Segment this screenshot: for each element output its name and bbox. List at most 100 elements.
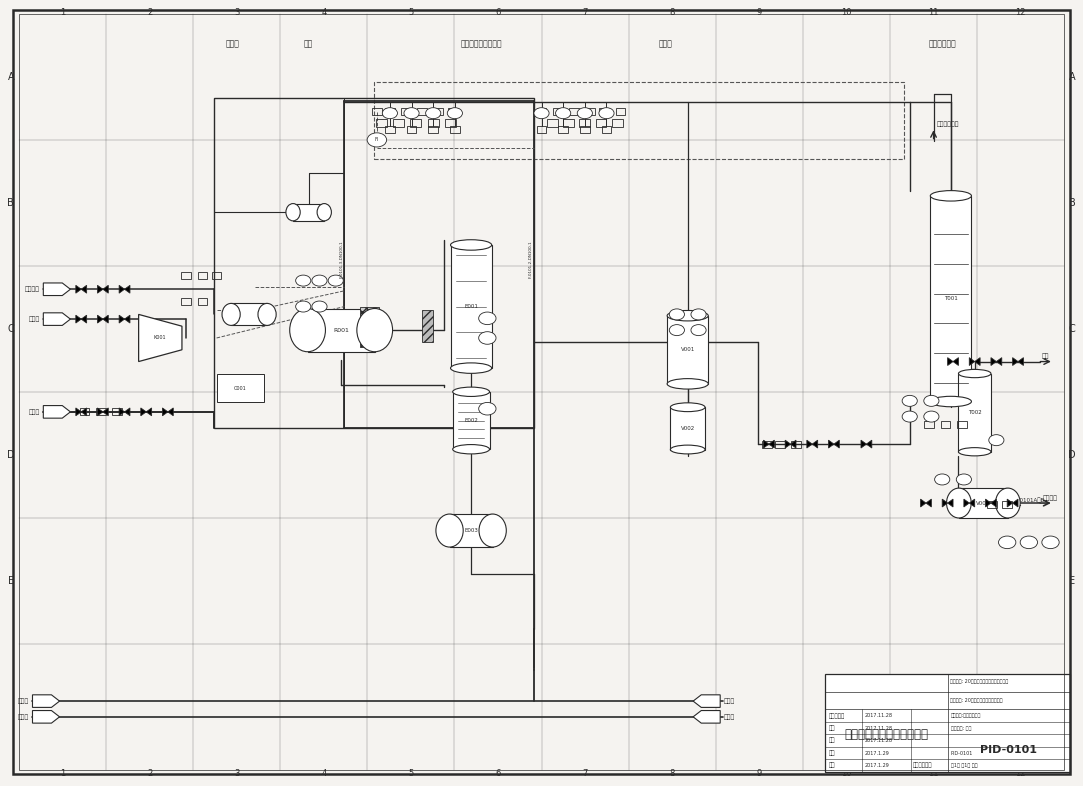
- Text: 2017.11.28: 2017.11.28: [864, 725, 892, 731]
- Circle shape: [312, 301, 327, 312]
- Polygon shape: [43, 406, 70, 418]
- Polygon shape: [76, 285, 81, 293]
- Bar: [401, 108, 412, 115]
- Bar: [958, 373, 991, 452]
- Text: 第1张 共1张 版次: 第1张 共1张 版次: [951, 763, 977, 768]
- Text: B: B: [8, 198, 14, 208]
- Text: 9: 9: [756, 769, 761, 778]
- Circle shape: [556, 108, 571, 119]
- Bar: [586, 108, 596, 115]
- Text: F-0101-2-DN100-1: F-0101-2-DN100-1: [529, 241, 533, 278]
- Text: 产生蒸汽: 产生蒸汽: [25, 286, 40, 292]
- Polygon shape: [975, 358, 980, 365]
- Ellipse shape: [453, 445, 490, 454]
- Text: 设计: 设计: [828, 725, 835, 731]
- Polygon shape: [926, 499, 931, 507]
- Text: V002: V002: [680, 426, 695, 431]
- Polygon shape: [125, 408, 130, 416]
- Text: 校核: 校核: [828, 751, 835, 756]
- Text: V001: V001: [680, 347, 695, 352]
- Bar: [957, 421, 966, 428]
- Text: 9: 9: [756, 8, 761, 17]
- Text: 4: 4: [322, 8, 327, 17]
- Text: 冷却水: 冷却水: [723, 698, 734, 704]
- Bar: [958, 488, 1008, 518]
- Circle shape: [999, 536, 1016, 549]
- Text: 10: 10: [840, 8, 851, 17]
- Polygon shape: [866, 440, 872, 448]
- Ellipse shape: [317, 204, 331, 221]
- Polygon shape: [769, 440, 774, 448]
- Text: 8: 8: [669, 769, 675, 778]
- Bar: [536, 108, 546, 115]
- Bar: [374, 82, 904, 159]
- Text: 3: 3: [234, 8, 239, 17]
- Bar: [448, 108, 457, 115]
- Text: 闪蒸罐: 闪蒸罐: [660, 39, 673, 49]
- Circle shape: [669, 325, 684, 336]
- Circle shape: [935, 474, 950, 485]
- Polygon shape: [948, 358, 953, 365]
- Polygon shape: [942, 499, 948, 507]
- Text: 预热器反应器换热器: 预热器反应器换热器: [461, 39, 503, 49]
- Bar: [384, 126, 394, 133]
- Polygon shape: [1018, 358, 1023, 365]
- Polygon shape: [986, 499, 991, 507]
- Bar: [449, 514, 493, 547]
- Bar: [615, 108, 626, 115]
- Bar: [80, 409, 89, 415]
- Text: C: C: [1069, 324, 1075, 334]
- Text: 冷却水: 冷却水: [18, 698, 29, 704]
- Circle shape: [902, 395, 917, 406]
- Polygon shape: [146, 408, 152, 416]
- Bar: [612, 119, 623, 127]
- Ellipse shape: [930, 396, 971, 407]
- Polygon shape: [76, 315, 81, 323]
- Bar: [181, 297, 191, 304]
- Text: 6: 6: [495, 8, 500, 17]
- Polygon shape: [139, 314, 182, 362]
- Polygon shape: [785, 440, 791, 448]
- Ellipse shape: [670, 402, 705, 412]
- Text: PID-0101: PID-0101: [980, 745, 1038, 755]
- Bar: [602, 126, 611, 133]
- Circle shape: [902, 411, 917, 422]
- Bar: [113, 409, 121, 415]
- Bar: [422, 310, 433, 342]
- Circle shape: [669, 309, 684, 320]
- Text: E: E: [1069, 576, 1075, 586]
- Text: 1: 1: [61, 769, 66, 778]
- Ellipse shape: [451, 240, 492, 250]
- Ellipse shape: [290, 308, 326, 352]
- Polygon shape: [81, 315, 87, 323]
- Circle shape: [404, 108, 419, 119]
- Circle shape: [296, 301, 311, 312]
- Bar: [384, 108, 394, 115]
- Text: D: D: [6, 450, 15, 461]
- Ellipse shape: [670, 445, 705, 454]
- Text: 2017.11.28: 2017.11.28: [864, 738, 892, 744]
- Polygon shape: [1013, 358, 1018, 365]
- Text: 工程设计证书: 工程设计证书: [913, 763, 932, 769]
- Bar: [429, 126, 438, 133]
- Text: 7: 7: [583, 8, 588, 17]
- Text: 冷却水: 冷却水: [18, 714, 29, 720]
- Text: 2017.1.29: 2017.1.29: [864, 751, 889, 755]
- Bar: [453, 391, 490, 450]
- Text: 6: 6: [495, 769, 500, 778]
- Bar: [406, 126, 416, 133]
- Text: 工程名称: 20万吨年合成气制甲醇装置设计: 工程名称: 20万吨年合成气制甲醇装置设计: [950, 679, 1008, 684]
- Text: 压缩机: 压缩机: [226, 39, 239, 49]
- Polygon shape: [996, 358, 1002, 365]
- Polygon shape: [964, 499, 969, 507]
- Polygon shape: [1013, 499, 1018, 507]
- Text: 11: 11: [928, 8, 938, 17]
- Polygon shape: [76, 408, 81, 416]
- Text: 审核: 审核: [828, 738, 835, 744]
- Circle shape: [691, 309, 706, 320]
- Circle shape: [382, 108, 397, 119]
- Text: 2: 2: [147, 769, 153, 778]
- Text: T001: T001: [944, 296, 957, 301]
- Polygon shape: [43, 313, 70, 325]
- Ellipse shape: [667, 310, 708, 321]
